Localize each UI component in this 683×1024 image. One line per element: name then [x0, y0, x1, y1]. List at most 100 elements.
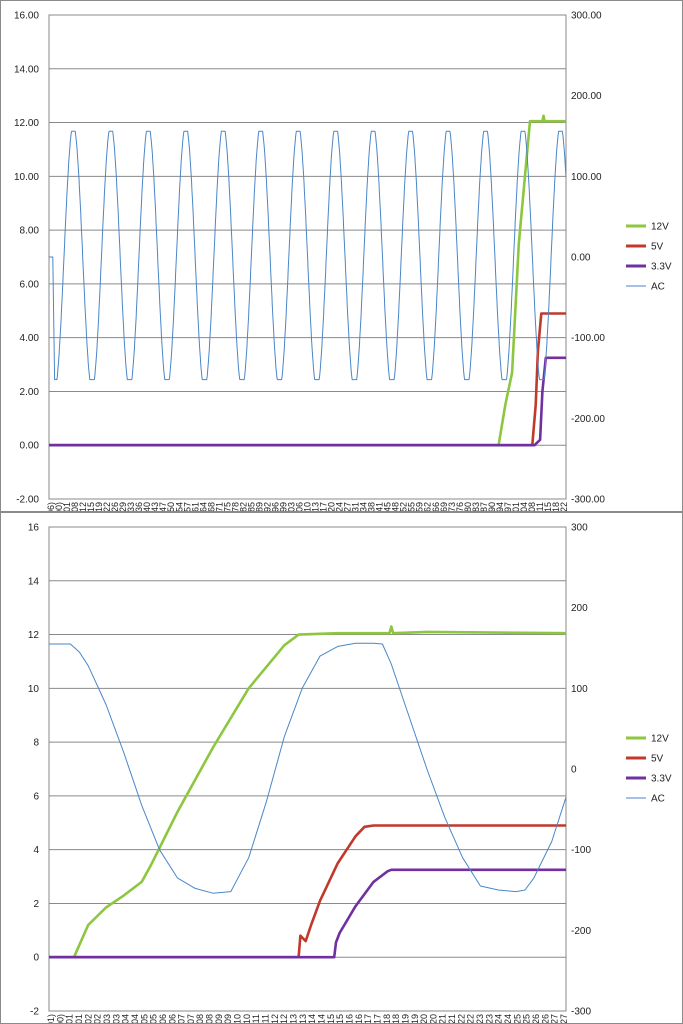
x-tick-label: 0.024 — [503, 1014, 513, 1023]
x-tick-label: 0.017 — [372, 1014, 382, 1023]
x-tick-label: 0.010 — [233, 1014, 243, 1023]
series-line-ac — [49, 642, 567, 894]
x-tick-label: 0.085 — [246, 502, 256, 511]
x-tick-label: 0.011 — [261, 1014, 271, 1023]
y2-tick-label: -200 — [571, 926, 591, 937]
x-tick-label: 0.006 — [167, 1014, 177, 1023]
x-tick-label: 0.025 — [512, 1014, 522, 1023]
y-tick-label: 8.00 — [20, 226, 40, 237]
x-tick-label: 0.075 — [222, 502, 232, 511]
x-tick-label: 0.014 — [307, 1014, 317, 1023]
x-tick-label: 0.099 — [278, 502, 288, 511]
x-tick-label: 0.033 — [126, 502, 136, 511]
x-tick-label: 0.002 — [83, 1014, 93, 1023]
x-tick-label: 0.015 — [326, 1014, 336, 1023]
x-tick-label: 0.173 — [447, 502, 457, 511]
x-tick-label: 0.061 — [190, 502, 200, 511]
y2-tick-label: 300.00 — [571, 11, 602, 22]
x-tick-label: 0.162 — [423, 502, 433, 511]
legend-label: 3.3V — [651, 262, 672, 273]
x-tick-label: 0.013 — [289, 1014, 299, 1023]
y2-tick-label: 0 — [571, 765, 577, 776]
y-tick-label: 8 — [33, 738, 39, 749]
x-tick-label: 0.201 — [511, 502, 521, 511]
x-tick-label: (0.000) — [55, 1014, 65, 1023]
y-tick-label: 12.00 — [14, 118, 39, 129]
y2-tick-label: 0.00 — [571, 253, 591, 264]
x-tick-label: 0.019 — [400, 1014, 410, 1023]
x-tick-label: 0.009 — [214, 1014, 224, 1023]
x-tick-label: 0.012 — [279, 1014, 289, 1023]
series-line-ac — [49, 130, 567, 381]
x-tick-label: 0.218 — [551, 502, 561, 511]
x-tick-label: 0.020 — [428, 1014, 438, 1023]
legend-label: AC — [651, 794, 665, 805]
chart-panel-top: -2.00 0.00 2.00 4.00 6.00 8.00 10.00 12.00 14.00… — [0, 0, 683, 512]
x-tick-label: 0.054 — [174, 502, 184, 511]
legend-label: 5V — [651, 242, 664, 253]
x-tick-label: 0.138 — [367, 502, 377, 511]
y-tick-label: 4 — [33, 845, 39, 856]
x-tick-label: 0.176 — [455, 502, 465, 511]
chart-bottom: -2 0 2 4 6 8 10 12 14 16 -300 -200 -100 0 100 200 300 (0.… — [28, 523, 672, 1024]
x-tick-label: 0.064 — [198, 502, 208, 511]
x-tick-label: 0.012 — [270, 1014, 280, 1023]
y2-tick-label: -300 — [571, 1007, 591, 1018]
plot-area — [48, 526, 567, 1012]
series-line-5v — [49, 824, 566, 959]
series-line-12v — [49, 625, 567, 959]
x-tick-label: 0.021 — [438, 1014, 448, 1023]
x-tick-label: 0.131 — [351, 502, 361, 511]
y-tick-label: -2 — [30, 1007, 39, 1018]
y-tick-label: 2 — [33, 899, 39, 910]
x-tick-label: 0.036 — [134, 502, 144, 511]
x-tick-label: (0.000) — [54, 502, 64, 511]
x-tick-label: 0.096 — [270, 502, 280, 511]
x-tick-label: 0.003 — [102, 1014, 112, 1023]
y-tick-label: 6 — [33, 791, 39, 802]
x-tick-label: 0.010 — [242, 1014, 252, 1023]
x-tick-label: 0.047 — [158, 502, 168, 511]
series-line-12v — [49, 114, 566, 447]
y2-tick-label: 300 — [571, 523, 588, 534]
x-tick-label: 0.019 — [94, 502, 104, 511]
x-tick-label: 0.040 — [142, 502, 152, 511]
x-tick-label: 0.027 — [550, 1014, 560, 1023]
x-tick-label: 0.008 — [70, 502, 80, 511]
chart-panel-bottom: -2 0 2 4 6 8 10 12 14 16 -300 -200 -100 0 100 200 300 (0.… — [0, 512, 683, 1024]
x-tick-label: 0.187 — [479, 502, 489, 511]
x-tick-label: 0.152 — [399, 502, 409, 511]
x-tick-label: 0.092 — [262, 502, 272, 511]
x-tick-label: 0.145 — [383, 502, 393, 511]
x-tick-label: 0.007 — [177, 1014, 187, 1023]
x-tick-label: 0.124 — [335, 502, 345, 511]
y2-tick-label: -200.00 — [571, 414, 605, 425]
x-tick-label: (0.006) — [46, 502, 56, 511]
x-tick-label: 0.006 — [158, 1014, 168, 1023]
y-tick-label: 4.00 — [20, 333, 40, 344]
x-tick-label: 0.007 — [186, 1014, 196, 1023]
x-tick-label: 0.029 — [118, 502, 128, 511]
x-tick-label: 0.026 — [531, 1014, 541, 1023]
x-tick-label: 0.008 — [205, 1014, 215, 1023]
x-tick-label: 0.068 — [206, 502, 216, 511]
x-tick-label: 0.106 — [294, 502, 304, 511]
x-tick-label: 0.015 — [86, 502, 96, 511]
y-tick-label: 16.00 — [14, 11, 39, 22]
x-tick-label: 0.211 — [535, 502, 545, 511]
x-tick-label: 0.022 — [102, 502, 112, 511]
x-tick-label: 0.014 — [316, 1014, 326, 1023]
x-tick-label: 0.021 — [447, 1014, 457, 1023]
x-tick-label: 0.011 — [251, 1014, 261, 1023]
x-tick-label: 0.082 — [238, 502, 248, 511]
x-tick-label: 0.169 — [439, 502, 449, 511]
y-tick-label: 12 — [28, 630, 40, 641]
x-tick-label: 0.148 — [391, 502, 401, 511]
x-tick-label: 0.166 — [431, 502, 441, 511]
x-tick-label: 0.057 — [182, 502, 192, 511]
legend-label: 12V — [651, 222, 669, 233]
y2-tick-label: 200 — [571, 603, 588, 614]
x-tick-label: 0.003 — [111, 1014, 121, 1023]
x-tick-label: 0.004 — [121, 1014, 131, 1023]
y-tick-label: 0 — [33, 953, 39, 964]
